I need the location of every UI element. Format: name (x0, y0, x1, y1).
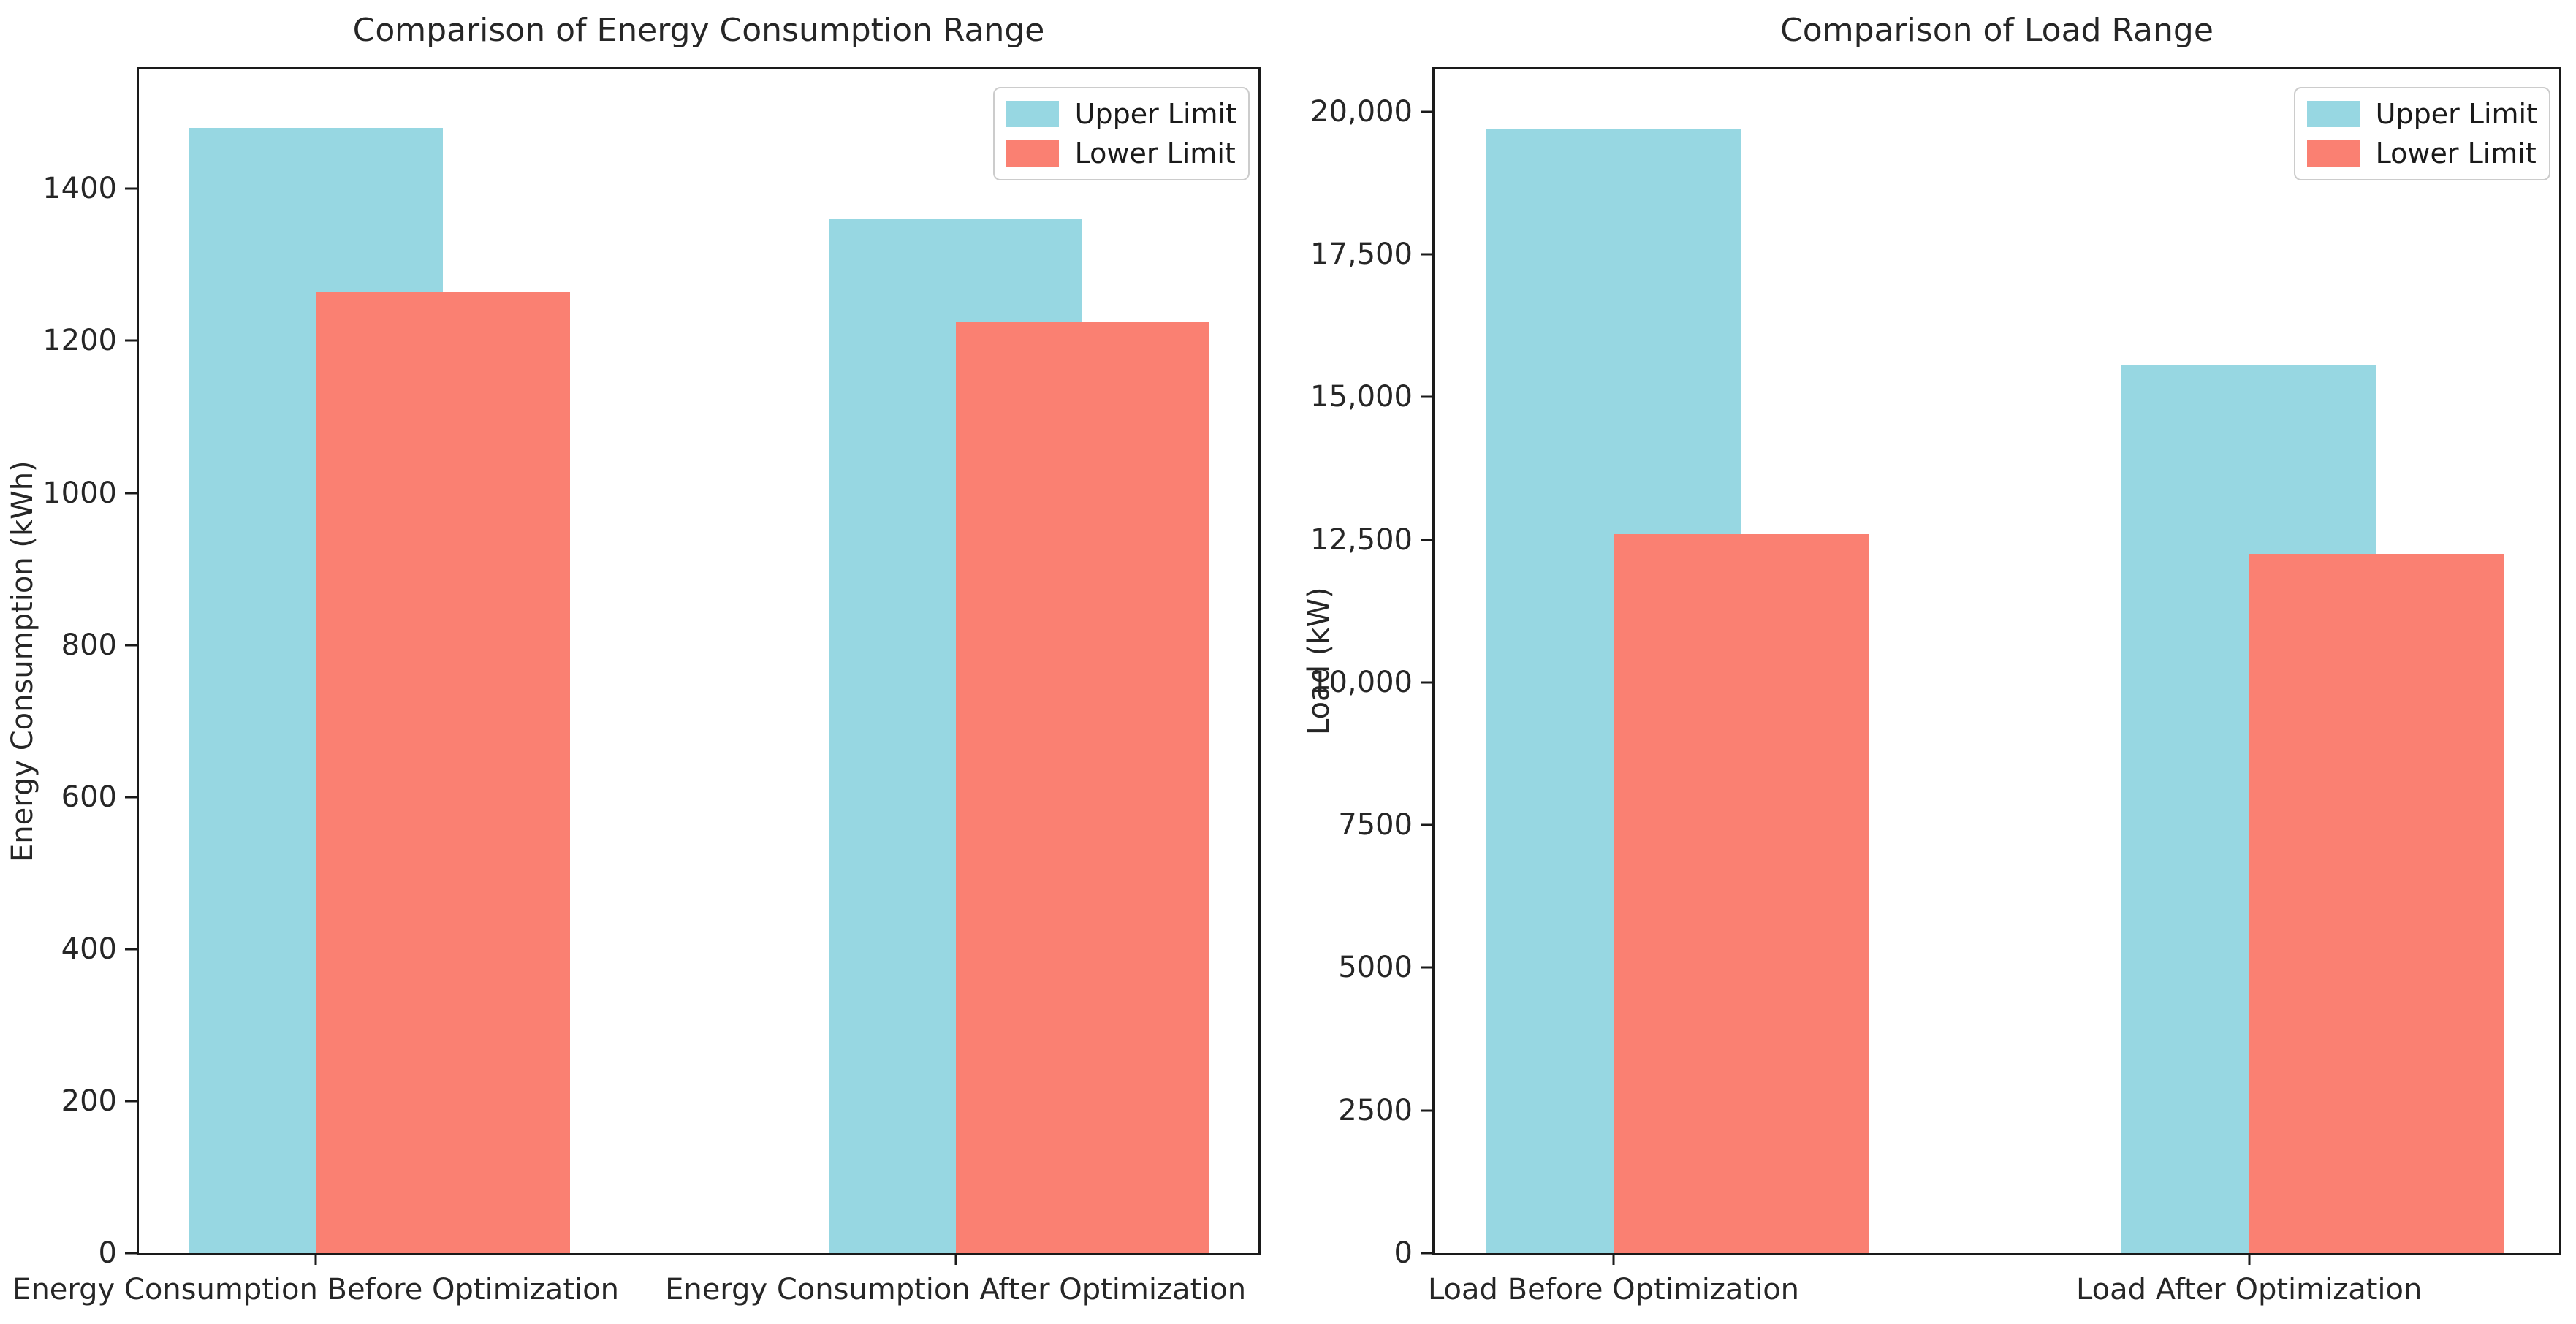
legend-swatch-lower-limit (2306, 140, 2360, 167)
y-tick-mark (125, 492, 137, 495)
y-tick-mark (125, 187, 137, 190)
x-tick-label: Energy Consumption After Optimization (665, 1273, 1247, 1306)
y-tick-label: 12,500 (1310, 522, 1413, 557)
y-tick-mark (1421, 110, 1432, 113)
y-tick-label: 15,000 (1310, 380, 1413, 414)
x-tick-label: Load Before Optimization (1427, 1273, 1800, 1306)
plot-area: 0 200 400 600 800 1000 1200 1400 Energy Consumpt… (12, 67, 1261, 1306)
y-tick-mark (1421, 823, 1432, 826)
y-tick-label: 7500 (1338, 808, 1413, 842)
y-tick-mark (125, 948, 137, 951)
y-tick-label: 400 (61, 932, 117, 966)
bar-lower-limit (1614, 533, 1869, 1253)
y-tick-label: 0 (98, 1236, 117, 1270)
legend-label: Upper Limit (2375, 98, 2537, 130)
x-tick-mark (2248, 1253, 2251, 1265)
legend-item: Upper Limit (2306, 98, 2537, 130)
bar-lower-limit (316, 291, 570, 1253)
y-tick-label: 0 (1394, 1236, 1413, 1270)
y-tick-label: 20,000 (1310, 94, 1413, 129)
y-tick-label: 10,000 (1310, 665, 1413, 699)
legend-label: Lower Limit (1074, 137, 1236, 170)
x-tick-mark (1612, 1253, 1615, 1265)
x-tick-mark (954, 1253, 957, 1265)
chart-title: Comparison of Energy Consumption Range (352, 12, 1045, 49)
legend-swatch-upper-limit (2306, 101, 2360, 127)
y-tick-mark (1421, 1109, 1432, 1112)
y-tick-label: 1000 (42, 476, 117, 510)
legend-swatch-upper-limit (1006, 101, 1059, 127)
y-tick-mark (125, 796, 137, 799)
y-tick-label: 2500 (1338, 1093, 1413, 1127)
legend: Upper Limit Lower Limit (2293, 87, 2550, 180)
x-tick-label: Load After Optimization (2076, 1273, 2423, 1306)
bar-lower-limit (955, 322, 1210, 1253)
legend-label: Lower Limit (2375, 137, 2537, 170)
y-tick-label: 200 (61, 1084, 117, 1118)
legend-item: Lower Limit (2306, 137, 2537, 170)
y-tick-label: 1200 (42, 324, 117, 358)
y-tick-label: 600 (61, 780, 117, 814)
legend-item: Lower Limit (1006, 140, 1236, 167)
y-tick-mark (1421, 681, 1432, 684)
y-tick-mark (125, 1100, 137, 1103)
y-tick-mark (1421, 966, 1432, 969)
x-tick-label: Energy Consumption Before Optimization (12, 1273, 619, 1306)
y-tick-label: 5000 (1338, 951, 1413, 985)
y-tick-mark (1421, 395, 1432, 398)
y-tick-label: 1400 (42, 172, 117, 206)
legend-swatch-lower-limit (1006, 140, 1059, 167)
plot-area: 0 2500 5000 7500 10,000 12,500 15,000 17,500 20,… (1310, 67, 2561, 1306)
y-tick-label: 17,500 (1310, 237, 1413, 272)
chart-title: Comparison of Load Range (1780, 12, 2214, 49)
y-tick-mark (125, 1252, 137, 1255)
y-tick-label: 800 (61, 628, 117, 662)
y-tick-mark (125, 339, 137, 342)
x-tick-mark (314, 1253, 317, 1265)
legend-item: Upper Limit (1006, 100, 1236, 128)
legend-label: Upper Limit (1074, 98, 1236, 130)
bar-lower-limit (2249, 554, 2505, 1253)
y-tick-mark (1421, 253, 1432, 256)
y-tick-mark (1421, 539, 1432, 541)
y-tick-mark (1421, 1252, 1432, 1255)
legend: Upper Limit Lower Limit (992, 87, 1250, 180)
y-tick-mark (125, 644, 137, 647)
